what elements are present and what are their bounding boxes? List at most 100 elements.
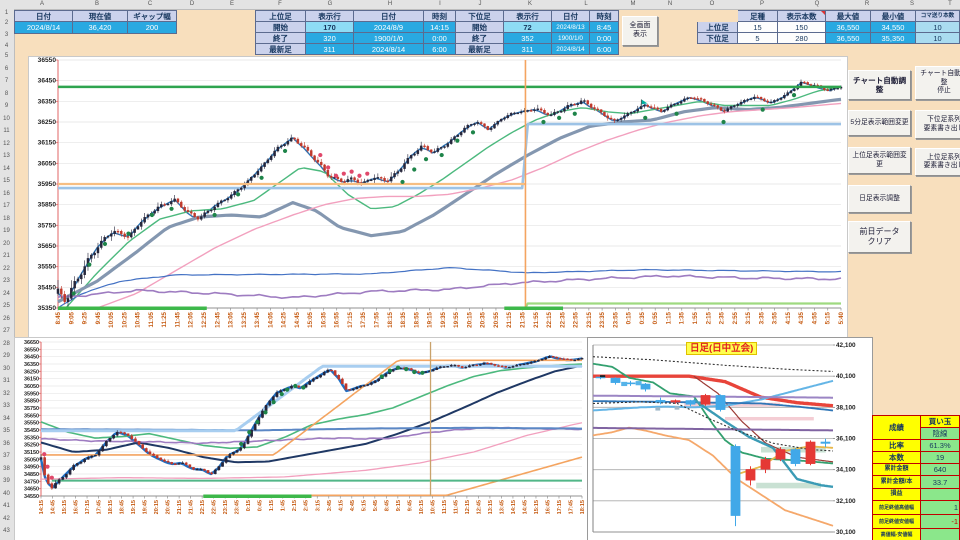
fullscreen-button[interactable]: 全画面 表示 — [622, 16, 658, 46]
row-header-41[interactable]: 41 — [3, 503, 10, 509]
row-header-18[interactable]: 18 — [3, 215, 10, 222]
upper-display-count[interactable]: 150 — [777, 21, 826, 33]
start-row-value[interactable]: 170 — [305, 21, 354, 33]
amount-per-trade-value[interactable]: 33.7 — [920, 475, 960, 489]
row-header-42[interactable]: 42 — [3, 515, 10, 522]
row-header-36[interactable]: 36 — [3, 440, 10, 447]
current-price-value[interactable]: 36,420 — [72, 21, 128, 34]
row-header-28[interactable]: 28 — [3, 340, 10, 347]
row-header-29[interactable]: 29 — [3, 353, 10, 359]
latest-date[interactable]: 2024/8/14 — [353, 43, 424, 55]
end-row-value[interactable]: 352 — [503, 32, 552, 44]
export-lower-series-button[interactable]: 下位足系列 要素書き出し — [915, 110, 960, 139]
prev-close-high-width-value[interactable]: 1 — [920, 500, 960, 515]
prev-close-low-width-value[interactable]: -1 — [920, 514, 960, 529]
start-date[interactable]: 2024/8/13 — [551, 21, 590, 33]
row-header-33[interactable]: 33 — [3, 403, 10, 409]
row-header-34[interactable]: 34 — [3, 415, 10, 422]
upper-min[interactable]: 34,550 — [870, 21, 916, 33]
column-header-L[interactable]: L — [584, 1, 588, 7]
high-minus-low-width-value[interactable] — [920, 528, 960, 540]
chart-auto-adjust-button[interactable]: チャート自動調整 — [848, 70, 911, 100]
row-header-37[interactable]: 37 — [3, 453, 10, 459]
row-headers[interactable]: 1 2 3 4 5 6 7 8 9 10 11 12 13 14 15 16 17 18 19 20 21 22 23 24 2… — [0, 9, 15, 540]
column-header-K[interactable]: K — [527, 1, 532, 7]
end-time[interactable]: 0:00 — [423, 32, 456, 44]
start-date[interactable]: 2024/8/9 — [353, 21, 424, 33]
column-header-R[interactable]: R — [864, 1, 870, 7]
column-header-C[interactable]: C — [147, 1, 153, 7]
column-header-S[interactable]: S — [909, 1, 914, 7]
row-header-4[interactable]: 4 — [4, 43, 9, 49]
daily-chart[interactable]: 日足(日中立会) 30,100 32,100 34,100 36,100 38,100 4… — [587, 337, 873, 540]
column-header-N[interactable]: N — [667, 1, 673, 7]
export-upper-series-button[interactable]: 上位足系列 要素書き出し — [915, 148, 960, 176]
chart-auto-adjust-stop-button[interactable]: チャート自動調整 停止 — [915, 66, 960, 100]
total-amount-value[interactable]: 640 — [920, 463, 960, 476]
lower-display-count[interactable]: 280 — [777, 32, 826, 44]
row-header-30[interactable]: 30 — [3, 365, 10, 372]
row-header-25[interactable]: 25 — [3, 303, 10, 309]
column-header-P[interactable]: P — [759, 1, 764, 7]
row-header-6[interactable]: 6 — [4, 65, 9, 72]
start-row-value[interactable]: 72 — [503, 21, 552, 33]
upper-max[interactable]: 36,550 — [825, 21, 871, 33]
row-header-16[interactable]: 16 — [3, 190, 10, 197]
row-header-23[interactable]: 23 — [3, 278, 10, 284]
upper-bar-type[interactable]: 15 — [737, 21, 778, 33]
daily-display-adjust-button[interactable]: 日足表示調整 — [848, 185, 911, 213]
row-header-21[interactable]: 21 — [3, 253, 10, 259]
lower-max[interactable]: 36,550 — [825, 32, 871, 44]
row-header-2[interactable]: 2 — [4, 20, 9, 26]
row-header-31[interactable]: 31 — [3, 378, 10, 384]
row-header-35[interactable]: 35 — [3, 428, 10, 434]
latest-row-value[interactable]: 311 — [305, 43, 354, 55]
row-header-43[interactable]: 43 — [3, 528, 10, 534]
column-header-J[interactable]: J — [478, 1, 482, 7]
row-header-3[interactable]: 3 — [4, 32, 9, 38]
row-header-9[interactable]: 9 — [4, 103, 9, 109]
upper-15min-chart[interactable]: 34550 34650 34750 34850 34950 35050 35150 35250… — [14, 337, 588, 540]
row-header-20[interactable]: 20 — [3, 240, 10, 247]
column-header-I[interactable]: I — [439, 1, 441, 7]
row-header-8[interactable]: 8 — [4, 90, 9, 97]
row-header-10[interactable]: 10 — [3, 115, 10, 122]
row-header-27[interactable]: 27 — [3, 328, 10, 334]
change-5min-range-button[interactable]: 5分足表示範囲変更 — [848, 110, 911, 136]
column-header-T[interactable]: T — [948, 1, 952, 7]
date-value[interactable]: 2024/8/14 — [14, 21, 73, 34]
end-row-value[interactable]: 320 — [305, 32, 354, 44]
main-5min-chart[interactable]: 35350 35450 35550 35650 35750 35850 35950 36050… — [28, 56, 848, 339]
row-header-7[interactable]: 7 — [4, 78, 9, 84]
row-header-1[interactable]: 1 — [4, 10, 9, 16]
lower-bar-type[interactable]: 5 — [737, 32, 778, 44]
column-header-E[interactable]: E — [229, 1, 234, 7]
column-header-O[interactable]: O — [709, 1, 715, 7]
end-date[interactable]: 1900/1/0 — [353, 32, 424, 44]
upper-step-count[interactable]: 10 — [915, 21, 960, 33]
row-header-17[interactable]: 17 — [3, 203, 10, 209]
column-header-A[interactable]: A — [39, 1, 44, 7]
row-header-14[interactable]: 14 — [3, 165, 10, 172]
row-header-5[interactable]: 5 — [4, 53, 9, 59]
row-header-13[interactable]: 13 — [3, 153, 10, 159]
gap-width-value[interactable]: 200 — [127, 21, 177, 34]
latest-row-value[interactable]: 311 — [503, 43, 552, 55]
row-header-26[interactable]: 26 — [3, 315, 10, 322]
column-header-G[interactable]: G — [327, 1, 333, 7]
row-header-40[interactable]: 40 — [3, 490, 10, 497]
profit-loss-value[interactable] — [920, 488, 960, 501]
column-header-D[interactable]: D — [189, 1, 195, 7]
row-header-38[interactable]: 38 — [3, 465, 10, 472]
end-time[interactable]: 0:00 — [589, 32, 619, 44]
change-upper-range-button[interactable]: 上位足表示範囲変更 — [848, 147, 911, 174]
ratio-value[interactable]: 61.3% — [920, 439, 960, 452]
column-headers[interactable]: A B C D E F G H I J K L M N O P Q R S T — [0, 0, 960, 10]
latest-date[interactable]: 2024/8/14 — [551, 43, 590, 55]
start-time[interactable]: 14:15 — [423, 21, 456, 33]
row-header-12[interactable]: 12 — [3, 140, 10, 147]
column-header-B[interactable]: B — [94, 1, 99, 7]
count-value[interactable]: 19 — [920, 451, 960, 464]
latest-time[interactable]: 6:00 — [423, 43, 456, 55]
end-date[interactable]: 1900/1/0 — [551, 32, 590, 44]
